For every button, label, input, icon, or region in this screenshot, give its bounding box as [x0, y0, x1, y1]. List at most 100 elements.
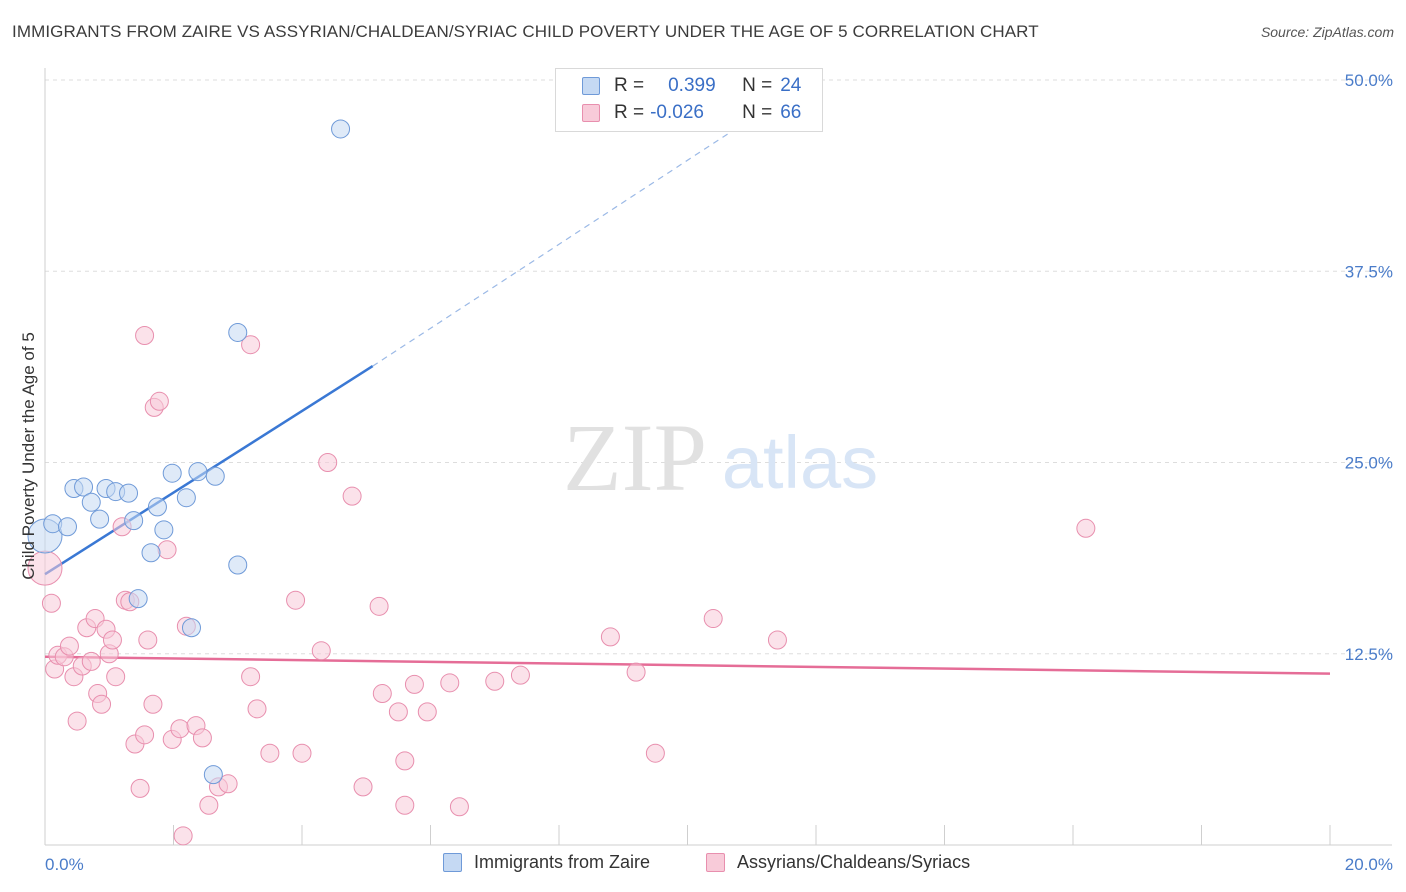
- point-assyrian: [157, 540, 177, 560]
- point-zaire: [154, 520, 174, 540]
- legend-r-label: R =: [614, 102, 645, 123]
- y-tick-label: 50.0%: [1345, 71, 1393, 90]
- gridlines: [45, 79, 1392, 655]
- point-assyrian: [510, 665, 530, 685]
- point-zaire: [90, 509, 110, 529]
- y-tick-label: 25.0%: [1345, 454, 1393, 473]
- legend-n-value: 66: [780, 102, 802, 123]
- series-name-assyrian: Assyrians/Chaldeans/Syriacs: [737, 852, 971, 872]
- source-label: Source: ZipAtlas.com: [1260, 24, 1394, 40]
- series-name-zaire: Immigrants from Zaire: [474, 852, 651, 872]
- point-assyrian: [485, 671, 505, 691]
- point-zaire: [203, 765, 223, 785]
- point-assyrian: [81, 651, 101, 671]
- legend-n-label: N =: [742, 75, 773, 96]
- point-assyrian: [241, 667, 261, 687]
- legend-row-zaire: R = 0.399 N = 24: [582, 74, 801, 98]
- y-axis-label: Child Poverty Under the Age of 5: [19, 332, 38, 580]
- point-zaire: [162, 463, 182, 483]
- point-zaire: [119, 483, 139, 503]
- point-zaire: [81, 492, 101, 512]
- chart-title: IMMIGRANTS FROM ZAIRE VS ASSYRIAN/CHALDE…: [12, 22, 1039, 41]
- point-assyrian: [417, 702, 437, 722]
- point-assyrian: [600, 627, 620, 647]
- point-assyrian: [767, 630, 787, 650]
- correlation-legend: R = 0.399 N = 24 R = -0.026 N = 66: [555, 68, 823, 132]
- point-assyrian: [260, 743, 280, 763]
- series-legend-zaire: Immigrants from Zaire: [443, 852, 650, 873]
- point-assyrian: [645, 743, 665, 763]
- point-assyrian: [449, 797, 469, 817]
- point-assyrian: [59, 636, 79, 656]
- point-assyrian: [199, 795, 219, 815]
- legend-swatch-blue: [582, 77, 600, 95]
- point-assyrian: [173, 826, 193, 846]
- point-zaire: [205, 466, 225, 486]
- point-assyrian: [41, 593, 61, 613]
- trend-extension-zaire: [372, 117, 753, 367]
- point-assyrian: [404, 674, 424, 694]
- legend-r-value: -0.026: [650, 102, 704, 123]
- watermark-atlas: atlas: [722, 421, 878, 504]
- point-assyrian: [67, 711, 87, 731]
- point-zaire: [181, 618, 201, 638]
- point-assyrian: [149, 391, 169, 411]
- point-zaire: [228, 555, 248, 575]
- point-zaire: [228, 322, 248, 342]
- legend-r-value: 0.399: [668, 75, 716, 96]
- legend-n-label: N =: [742, 102, 773, 123]
- point-assyrian: [388, 702, 408, 722]
- point-zaire: [188, 462, 208, 482]
- legend-swatch-pink: [582, 104, 600, 122]
- point-assyrian: [106, 667, 126, 687]
- point-zaire: [141, 543, 161, 563]
- point-zaire: [331, 119, 351, 139]
- point-assyrian: [311, 641, 331, 661]
- point-assyrian: [138, 630, 158, 650]
- point-assyrian: [143, 694, 163, 714]
- y-tick-labels: 12.5% 25.0% 37.5% 50.0%: [1345, 71, 1393, 664]
- point-assyrian: [292, 743, 312, 763]
- point-assyrian: [440, 673, 460, 693]
- point-assyrian: [92, 694, 112, 714]
- point-assyrian: [102, 630, 122, 650]
- point-assyrian: [342, 486, 362, 506]
- point-assyrian: [170, 719, 190, 739]
- point-assyrian: [130, 778, 150, 798]
- point-assyrian: [372, 684, 392, 704]
- point-assyrian: [626, 662, 646, 682]
- point-zaire: [128, 589, 148, 609]
- trend-line-assyrian: [44, 655, 1331, 675]
- x-tick-label: 0.0%: [45, 855, 84, 874]
- point-assyrian: [1076, 518, 1096, 538]
- y-tick-label: 12.5%: [1345, 645, 1393, 664]
- point-assyrian: [353, 777, 373, 797]
- series-swatch-blue: [443, 853, 462, 872]
- point-assyrian: [218, 774, 238, 794]
- point-assyrian: [135, 326, 155, 346]
- trend-lines: [44, 117, 1331, 675]
- point-assyrian: [395, 795, 415, 815]
- legend-row-assyrian: R = -0.026 N = 66: [582, 101, 801, 125]
- point-assyrian: [703, 609, 723, 629]
- point-zaire: [147, 497, 167, 517]
- series-swatch-pink: [706, 853, 725, 872]
- point-zaire: [74, 477, 94, 497]
- point-assyrian: [135, 725, 155, 745]
- point-assyrian: [286, 590, 306, 610]
- axes: [44, 68, 1392, 846]
- data-points: [27, 119, 1096, 846]
- point-zaire: [124, 511, 144, 531]
- watermark-zip: ZIP: [563, 404, 707, 511]
- x-tick-label: 20.0%: [1345, 855, 1393, 874]
- point-assyrian: [241, 335, 261, 355]
- x-tick-labels: 0.0% 20.0%: [45, 855, 1393, 874]
- point-zaire: [176, 488, 196, 508]
- point-zaire: [57, 517, 77, 537]
- point-assyrian: [369, 596, 389, 616]
- point-assyrian: [395, 751, 415, 771]
- point-assyrian: [192, 728, 212, 748]
- legend-r-label: R =: [614, 75, 645, 96]
- y-tick-label: 37.5%: [1345, 262, 1393, 281]
